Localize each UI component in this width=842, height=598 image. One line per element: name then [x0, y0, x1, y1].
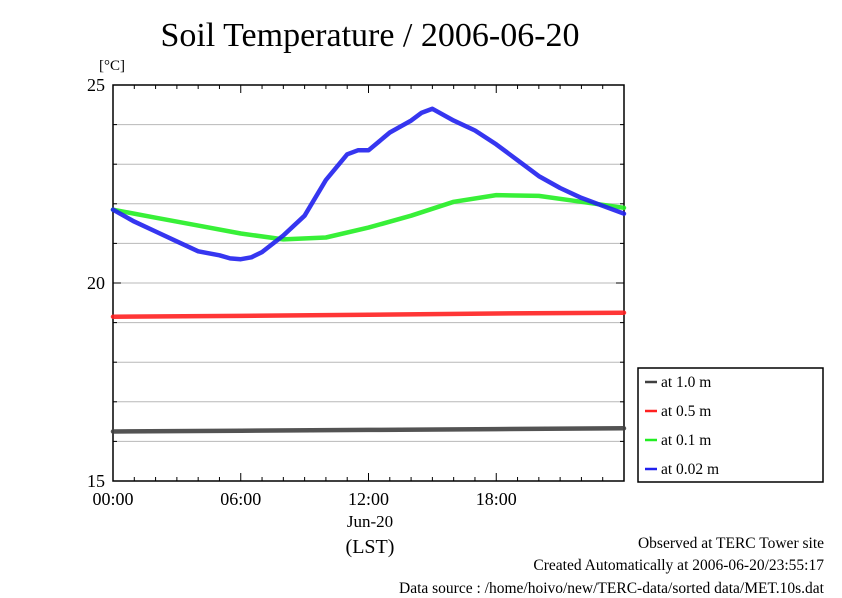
legend-label: at 0.5 m — [661, 403, 711, 420]
series-line — [110, 426, 627, 434]
data-source-path: Data source : /home/hoivo/new/TERC-data/… — [399, 580, 824, 597]
x-tick-label: 18:00 — [476, 489, 517, 509]
y-tick-label: 25 — [87, 75, 105, 95]
x-tick-label: 00:00 — [92, 489, 133, 509]
x-axis-title: (LST) — [346, 536, 395, 558]
y-tick-label: 15 — [87, 471, 105, 491]
series-lines — [110, 106, 627, 434]
x-tick-label: 12:00 — [348, 489, 389, 509]
x-axis-date-label: Jun-20 — [347, 512, 393, 531]
grid-lines — [113, 124, 624, 442]
legend-label: at 0.02 m — [661, 461, 719, 478]
y-axis-unit: [°C] — [99, 58, 125, 74]
x-tick-label: 06:00 — [220, 489, 261, 509]
series-line — [110, 106, 627, 262]
chart-title: Soil Temperature / 2006-06-20 — [160, 17, 579, 54]
y-tick-label: 20 — [87, 273, 105, 293]
legend-label: at 0.1 m — [661, 432, 711, 449]
series-line — [110, 310, 627, 319]
legend-box — [637, 367, 824, 483]
legend-label: at 1.0 m — [661, 374, 711, 391]
observed-site-note: Observed at TERC Tower site — [637, 535, 824, 552]
legend: at 1.0 m at 0.5 m at 0.1 m at 0.02 m — [637, 367, 824, 483]
axis-ticks: 15 20 25 00:00 06:00 12:00 18:00 — [87, 75, 625, 509]
series-line — [110, 192, 627, 242]
created-timestamp: Created Automatically at 2006-06-20/23:5… — [533, 557, 824, 574]
